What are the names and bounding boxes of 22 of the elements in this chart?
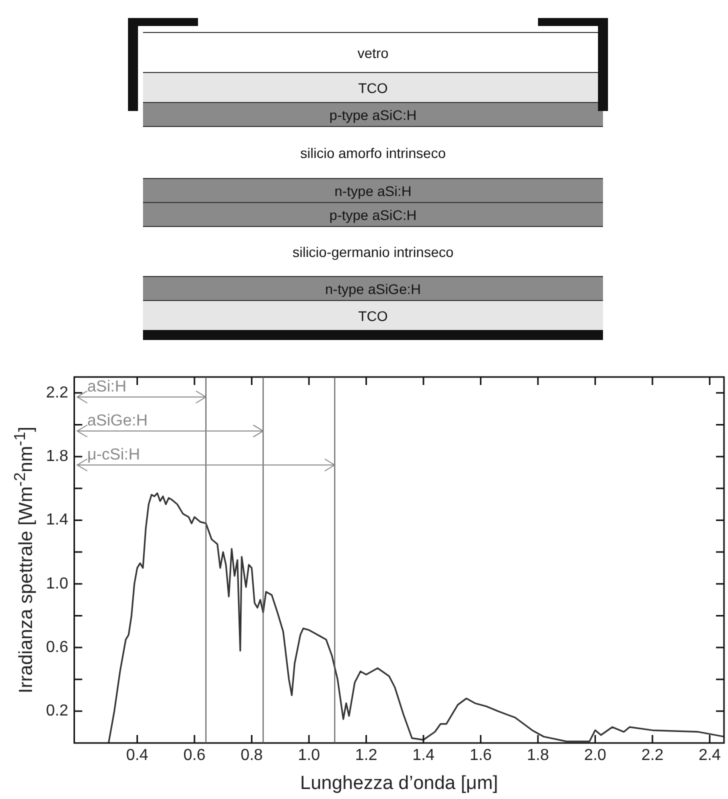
y-tick-label: 0.2 [46, 702, 68, 720]
x-tick-label: 2.0 [584, 747, 606, 764]
solar-cell-layer-diagram: vetro TCO p-type aSiC:H silicio amorfo intrinseco n-type aSi:H p-type aSiC:H silicio-germanio intrinseco n-type aSiGe:H TCO [128, 10, 608, 342]
ref-line-label: aSiGe:H [87, 412, 148, 430]
ref-line-label: aSi:H [87, 378, 126, 396]
x-tick-label: 1.6 [470, 747, 492, 764]
ref-line-label: μ-cSi:H [87, 446, 140, 464]
y-tick-label: 0.6 [46, 638, 68, 656]
x-tick-label: 2.4 [698, 747, 721, 764]
x-tick-label: 0.8 [240, 747, 263, 764]
x-axis-title: Lunghezza d’onda [μm] [300, 772, 498, 794]
x-tick-label: 1.2 [355, 747, 378, 764]
x-tick-label: 2.2 [641, 747, 664, 764]
y-tick-label: 2.2 [46, 384, 68, 402]
x-tick-label: 0.4 [126, 747, 148, 764]
y-tick-label: 1.4 [46, 512, 68, 529]
x-tick-label: 1.8 [526, 747, 550, 764]
x-tick-label: 0.6 [183, 747, 206, 764]
y-tick-label: 1.0 [46, 575, 68, 592]
x-tick-label: 1.4 [412, 747, 435, 764]
x-tick-label: 1.0 [298, 747, 320, 764]
y-tick-label: 1.8 [46, 448, 68, 465]
